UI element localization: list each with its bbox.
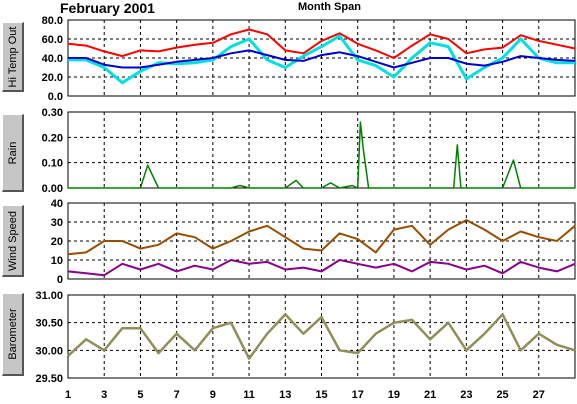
- x-tick-label: 15: [315, 389, 327, 401]
- x-tick-label: 13: [279, 389, 291, 401]
- x-tick-label: 7: [174, 389, 180, 401]
- x-tick-label: 5: [137, 389, 143, 401]
- x-tick-label: 3: [101, 389, 107, 401]
- wind-speed-y-tick-label: 20: [51, 236, 63, 248]
- page-title: February 2001: [60, 0, 155, 16]
- x-tick-label: 17: [352, 389, 364, 401]
- wind-speed-y-tick-label: 40: [51, 198, 63, 210]
- wind-speed-y-tick-label: 0: [57, 274, 63, 286]
- barometer-y-tick-label: 30.50: [35, 318, 63, 330]
- barometer-y-tick-label: 30.00: [35, 345, 63, 357]
- x-tick-label: 1: [65, 389, 71, 401]
- hi-temp-y-tick-label: 80.0: [42, 15, 63, 27]
- wind-speed-y-tick-label: 10: [51, 255, 63, 267]
- rain-y-tick-label: 0.20: [42, 132, 63, 144]
- rain-y-tick-label: 0.30: [42, 107, 63, 119]
- hi-temp-y-tick-label: 60.0: [42, 34, 63, 46]
- wind-speed-series-line-1: [67, 219, 576, 256]
- rain-y-tick-label: 0.00: [42, 183, 63, 195]
- x-tick-label: 25: [496, 389, 508, 401]
- x-tick-label: 21: [424, 389, 436, 401]
- wind-speed-series-line-2: [67, 259, 576, 277]
- hi-temp-y-tick-label: 40.0: [42, 53, 63, 65]
- x-tick-label: 23: [460, 389, 472, 401]
- panel-tab-hi-temp[interactable]: Hi Temp Out: [2, 22, 24, 92]
- chart-subtitle: Month Span: [298, 1, 361, 13]
- panel-tab-rain[interactable]: Rain: [2, 114, 24, 192]
- hi-temp-series-line-3: [68, 49, 576, 69]
- hi-temp-series-line-1: [67, 28, 576, 59]
- barometer-series-line-1: [67, 313, 576, 360]
- rain-y-tick-label: 0.10: [42, 158, 63, 170]
- barometer-y-tick-label: 29.50: [35, 373, 63, 385]
- barometer-y-tick-label: 31.00: [35, 290, 63, 302]
- x-tick-label: 19: [388, 389, 400, 401]
- x-tick-label: 9: [210, 389, 216, 401]
- hi-temp-y-tick-label: 0.0: [48, 91, 63, 103]
- x-tick-label: 11: [243, 389, 255, 401]
- panel-tab-barometer[interactable]: Barometer: [2, 293, 24, 376]
- panel-tab-wind-speed[interactable]: Wind Speed: [2, 205, 24, 277]
- hi-temp-y-tick-label: 20.0: [42, 72, 63, 84]
- rain-series-line-1: [68, 121, 575, 189]
- x-tick-label: 27: [533, 389, 545, 401]
- wind-speed-y-tick-label: 30: [51, 217, 63, 229]
